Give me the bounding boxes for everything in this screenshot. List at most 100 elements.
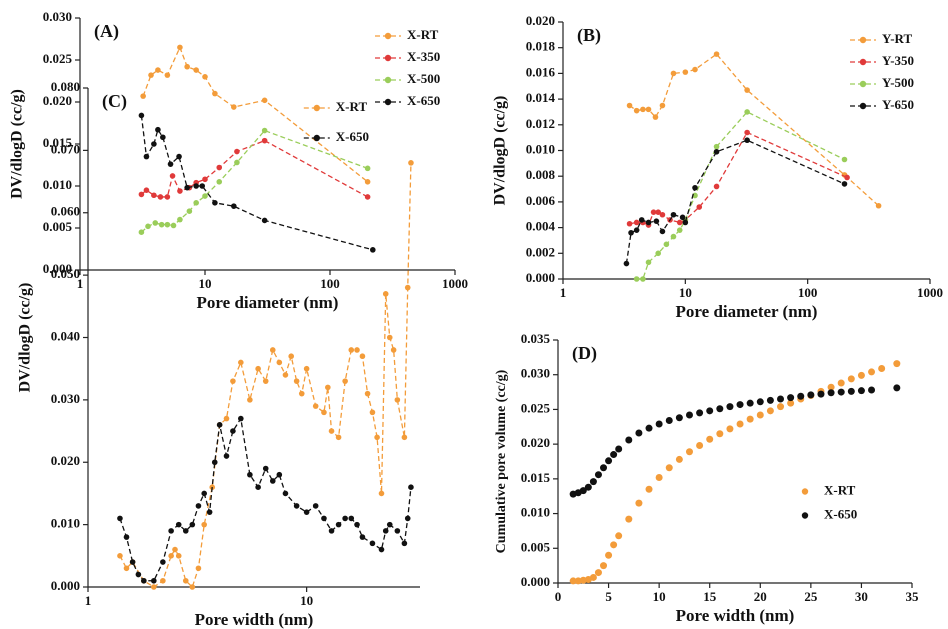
point (645, 424, 653, 432)
point (706, 407, 714, 415)
point (325, 384, 331, 391)
point (143, 153, 150, 160)
point (155, 126, 161, 133)
x-tick-label: 1 (85, 593, 92, 608)
x-tick-label: 1000 (917, 285, 943, 300)
legend-label: X-650 (336, 129, 369, 144)
point (148, 72, 154, 78)
point (744, 137, 750, 144)
point (408, 160, 414, 166)
point (665, 464, 673, 472)
point (247, 471, 253, 478)
y-tick-label: 0.000 (51, 578, 80, 593)
point (211, 459, 218, 466)
point (726, 403, 734, 411)
point (199, 183, 206, 189)
point (303, 365, 310, 372)
point (276, 359, 283, 366)
point (168, 553, 174, 559)
point (145, 223, 151, 230)
x-tick-label: 10 (300, 593, 313, 608)
y-tick-label: 0.025 (521, 400, 551, 415)
point (177, 216, 183, 223)
point (875, 202, 882, 209)
point (177, 188, 183, 194)
point (746, 399, 754, 407)
point (216, 179, 223, 185)
legend-label: X-RT (336, 99, 368, 114)
point (247, 397, 253, 403)
point (193, 200, 199, 206)
series-line (629, 131, 848, 226)
point (184, 184, 190, 191)
legend-label: X-RT (824, 482, 856, 497)
x-axis-label: Pore diameter (nm) (676, 302, 818, 321)
y-axis-label: Cumulative pore volume (cc/g) (494, 369, 509, 553)
point (676, 219, 683, 226)
series-line (629, 53, 880, 207)
point (685, 448, 693, 456)
point (633, 276, 640, 282)
point (364, 179, 371, 185)
x-tick-label: 30 (855, 589, 868, 604)
point (696, 442, 704, 450)
point (212, 90, 218, 97)
point (359, 534, 366, 540)
y-tick-label: 0.000 (526, 270, 555, 285)
legend-marker (859, 36, 867, 44)
y-axis-label: DV/dlogD (cc/g) (9, 89, 26, 199)
point (390, 347, 397, 353)
x-tick-label: 100 (320, 276, 340, 291)
point (827, 389, 835, 397)
point (857, 371, 865, 379)
x-axis-label: Pore width (nm) (195, 610, 314, 629)
x-tick-label: 100 (798, 285, 818, 300)
point (164, 194, 171, 200)
point (182, 577, 189, 584)
x-tick-label: 1 (560, 285, 567, 300)
point (736, 401, 744, 409)
point (726, 425, 734, 433)
point (223, 415, 230, 422)
point (140, 93, 146, 99)
x-tick-label: 20 (754, 589, 767, 604)
legend-label: X-500 (407, 71, 440, 86)
point (633, 227, 640, 233)
point (193, 67, 199, 73)
y-tick-label: 0.008 (526, 167, 556, 182)
point (625, 436, 633, 444)
point (696, 204, 703, 210)
panel: 0.000 0.005 0.010 0.015 0.020 0.025 0.030 1 10 10… (9, 9, 468, 312)
x-tick-label: 25 (804, 589, 818, 604)
point (635, 499, 643, 507)
point (600, 464, 608, 472)
y-axis-label: DV/dlogD (cc/g) (492, 96, 509, 206)
point (626, 220, 633, 227)
point (584, 483, 592, 491)
point (696, 409, 704, 417)
x-tick-label: 15 (703, 589, 717, 604)
legend-marker (384, 54, 392, 62)
point (238, 415, 244, 422)
point (640, 106, 646, 113)
point (844, 174, 850, 181)
point (276, 471, 283, 478)
panel-label: (A) (94, 21, 119, 42)
point (605, 457, 613, 465)
point (655, 420, 663, 428)
point (298, 390, 305, 397)
point (216, 422, 223, 428)
point (123, 565, 130, 572)
y-tick-label: 0.030 (521, 366, 550, 381)
point (610, 451, 618, 459)
point (756, 411, 764, 419)
point (216, 164, 223, 171)
y-tick-label: 0.012 (526, 116, 555, 131)
legend-marker (801, 512, 809, 519)
legend-marker (384, 76, 392, 84)
y-tick-label: 0.002 (526, 244, 555, 259)
y-tick-label: 0.040 (51, 328, 80, 343)
point (756, 398, 764, 406)
point (841, 181, 848, 187)
point (158, 221, 165, 228)
